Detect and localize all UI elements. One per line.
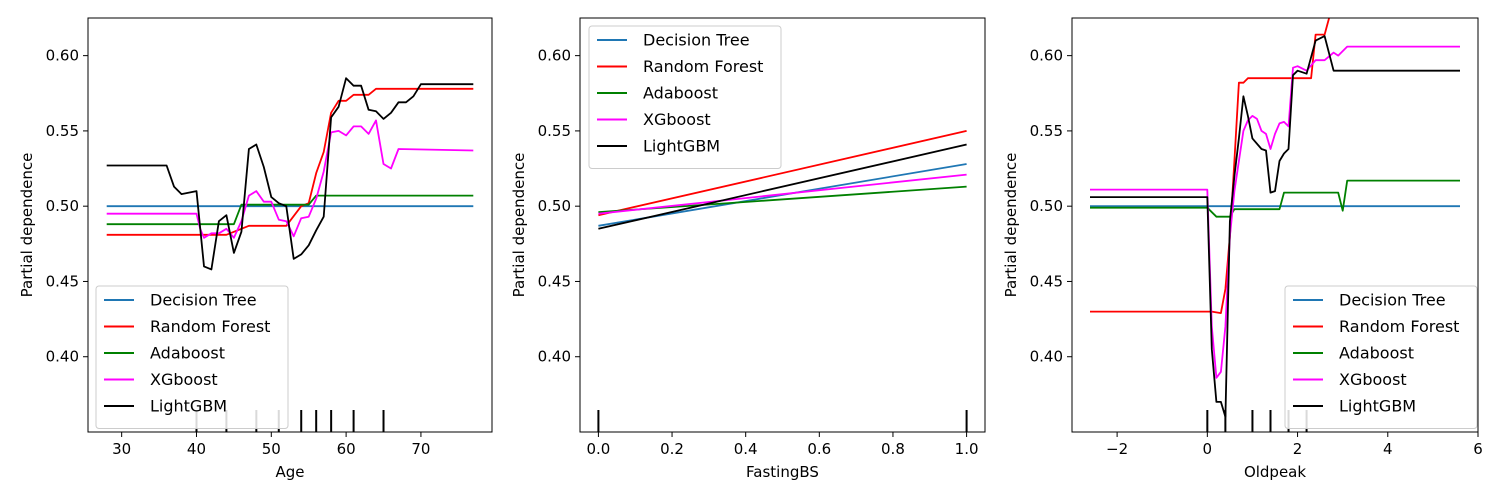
- series-line-lightgbm: [1090, 35, 1460, 418]
- y-tick-label: 0.50: [46, 197, 79, 215]
- legend-box: [588, 25, 782, 169]
- legend-box: [1284, 285, 1478, 429]
- legend-entry: LightGBM: [643, 137, 720, 156]
- chart-panel-1: 0.0 0.2 0.4 0.6 0.8 1.0 0.40 0.45 0.50 0.55 0.60 Fa…: [510, 17, 986, 481]
- axes-frame: [579, 17, 986, 433]
- legend-entry: XGboost: [643, 110, 711, 129]
- series-line-xgboost: [598, 173, 967, 215]
- legend: Decision Tree Random Forest Adaboost XGboos…: [1284, 285, 1478, 429]
- y-axis-label: Partial dependence: [18, 153, 36, 298]
- chart-panel-2: −2 0 2 4 6 0.40 0.45 0.50 0.55 0.60 Oldpeak Partial…: [1002, 17, 1483, 481]
- x-tick-label: 4: [1383, 440, 1393, 458]
- legend-entry: Random Forest: [150, 317, 270, 336]
- legend-entry: XGboost: [150, 370, 218, 389]
- x-tick-label: −2: [1106, 440, 1128, 458]
- y-tick-label: 0.55: [46, 122, 79, 140]
- x-tick-label: 0: [1203, 440, 1213, 458]
- series-line-lightgbm: [106, 77, 474, 271]
- x-axis-label: Oldpeak: [1244, 463, 1306, 481]
- x-tick-label: 60: [337, 440, 356, 458]
- legend-box: [95, 285, 289, 429]
- legend-entry: Decision Tree: [1339, 291, 1446, 310]
- series-line-random-forest: [598, 130, 967, 217]
- series-line-xgboost: [106, 119, 474, 239]
- y-tick-label: 0.50: [538, 197, 571, 215]
- x-tick-label: 0.6: [807, 440, 831, 458]
- y-tick-label: 0.45: [1030, 272, 1063, 290]
- y-axis-label: Partial dependence: [510, 153, 528, 298]
- legend: Decision Tree Random Forest Adaboost XGboos…: [588, 25, 782, 169]
- x-tick-label: 40: [187, 440, 206, 458]
- y-tick-label: 0.55: [538, 122, 571, 140]
- x-axis-label: FastingBS: [746, 463, 819, 481]
- y-tick-label: 0.60: [46, 47, 79, 65]
- series-line-xgboost: [1090, 45, 1460, 379]
- y-tick-label: 0.40: [46, 348, 79, 366]
- series-group: [1090, 18, 1460, 418]
- axes-frame: [87, 17, 493, 433]
- legend-entry: Random Forest: [1339, 317, 1459, 336]
- x-tick-label: 0.4: [734, 440, 758, 458]
- x-tick-label: 2: [1293, 440, 1303, 458]
- x-tick-label: 0.2: [660, 440, 684, 458]
- legend: Decision Tree Random Forest Adaboost XGboos…: [95, 285, 289, 429]
- y-tick-label: 0.55: [1030, 122, 1063, 140]
- y-tick-label: 0.60: [538, 47, 571, 65]
- x-tick-label: 6: [1473, 440, 1483, 458]
- legend-entry: Adaboost: [643, 84, 718, 103]
- legend-entry: Decision Tree: [643, 31, 750, 50]
- x-tick-label: 50: [262, 440, 281, 458]
- legend-entry: XGboost: [1339, 370, 1407, 389]
- legend-entry: Random Forest: [643, 57, 763, 76]
- chart-panel-0: 30 40 50 60 70 0.40 0.45 0.50 0.55 0.60 Age Partial…: [18, 17, 493, 481]
- axes-frame: [1071, 17, 1479, 433]
- y-tick-label: 0.40: [1030, 348, 1063, 366]
- series-line-adaboost: [106, 194, 474, 226]
- legend-entry: Adaboost: [150, 344, 225, 363]
- series-line-random-forest: [106, 87, 474, 236]
- series-line-adaboost: [1090, 179, 1460, 218]
- x-tick-label: 30: [112, 440, 131, 458]
- y-tick-label: 0.45: [46, 272, 79, 290]
- series-group: [598, 130, 967, 230]
- y-tick-label: 0.40: [538, 348, 571, 366]
- legend-entry: LightGBM: [1339, 397, 1416, 416]
- x-axis-label: Age: [275, 463, 304, 481]
- y-tick-label: 0.45: [538, 272, 571, 290]
- y-axis-label: Partial dependence: [1002, 153, 1020, 298]
- series-group: [106, 77, 474, 271]
- legend-entry: Adaboost: [1339, 344, 1414, 363]
- legend-entry: Decision Tree: [150, 291, 257, 310]
- y-tick-label: 0.50: [1030, 197, 1063, 215]
- x-tick-label: 1.0: [955, 440, 979, 458]
- x-tick-label: 0.8: [881, 440, 905, 458]
- series-line-lightgbm: [598, 143, 967, 230]
- x-tick-label: 0.0: [586, 440, 610, 458]
- y-tick-label: 0.60: [1030, 47, 1063, 65]
- x-tick-label: 70: [411, 440, 430, 458]
- legend-entry: LightGBM: [150, 397, 227, 416]
